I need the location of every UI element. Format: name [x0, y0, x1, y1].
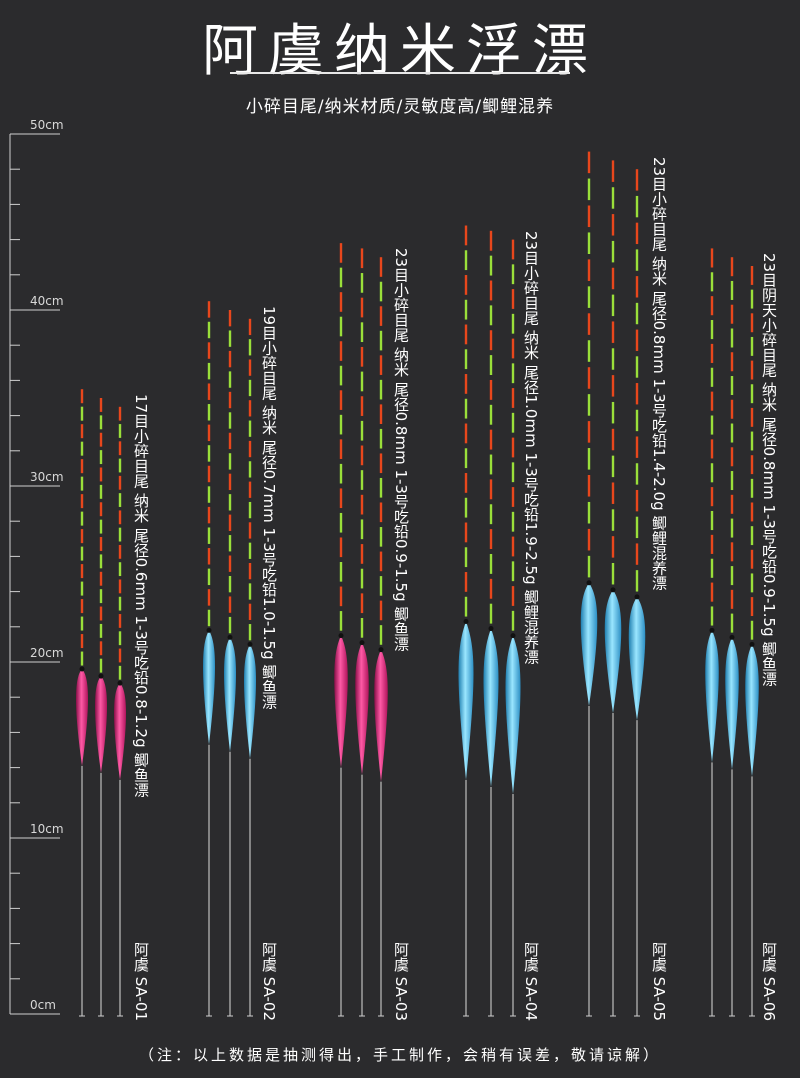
- float-body: [604, 589, 622, 714]
- float-collar: [610, 587, 616, 593]
- product-spec: 23目阴天小碎目尾 纳米 尾径0.8mm 1-3号吃铅0.9-1.5g 鲫鱼漂: [760, 253, 778, 687]
- product-model: 阿虞 SA-03: [392, 942, 410, 1021]
- float-collar: [338, 633, 344, 639]
- float-collar: [378, 647, 384, 653]
- float-collar: [227, 634, 233, 640]
- product-spec: 23目小碎目尾 纳米 尾径1.0mm 1-3号吃铅1.9-2.5g 鲫鲤混养漂: [522, 230, 540, 664]
- float-collar: [510, 633, 516, 639]
- ruler-tick-label: 10cm: [30, 822, 64, 836]
- float-body: [244, 644, 256, 759]
- title-underline: [230, 72, 570, 74]
- float-collar: [247, 641, 253, 647]
- float-collar: [749, 641, 755, 647]
- float-body: [483, 628, 499, 787]
- product-spec: 23目小碎目尾 纳米 尾径0.8mm 1-3号吃铅0.9-1.5g 鲫鱼漂: [392, 248, 410, 652]
- float-collar: [586, 580, 592, 586]
- float-body: [705, 630, 719, 763]
- float-collar: [463, 619, 469, 625]
- float-body: [745, 644, 759, 777]
- product-model: 阿虞 SA-05: [650, 942, 668, 1021]
- float-body: [76, 669, 88, 766]
- float-collar: [359, 640, 365, 646]
- product-spec: 19目小碎目尾 纳米 尾径0.7mm 1-3号吃铅1.0-1.5g 鲫鱼漂: [260, 306, 278, 710]
- ruler-tick-label: 50cm: [30, 118, 64, 132]
- float-body: [203, 630, 215, 745]
- float-body: [374, 649, 388, 782]
- float-collar: [117, 680, 123, 686]
- float-body: [458, 621, 474, 780]
- ruler-tick-label: 0cm: [30, 998, 56, 1012]
- float-body: [725, 637, 739, 770]
- ruler-tick-label: 20cm: [30, 646, 64, 660]
- float-collar: [634, 594, 640, 600]
- float-collar: [206, 627, 212, 633]
- float-body: [334, 635, 348, 768]
- float-body: [355, 642, 369, 775]
- subtitle: 小碎目尾/纳米材质/灵敏度高/鲫鲤混养: [245, 97, 555, 117]
- ruler-tick-label: 30cm: [30, 470, 64, 484]
- footnote: （注：以上数据是抽测得出，手工制作，会稍有误差，敬请谅解）: [138, 1046, 661, 1064]
- product-model: 阿虞 SA-01: [132, 942, 150, 1021]
- float-body: [114, 683, 126, 780]
- product-model: 阿虞 SA-06: [760, 942, 778, 1021]
- float-body: [580, 582, 598, 706]
- float-collar: [79, 666, 85, 672]
- float-collar: [729, 634, 735, 640]
- float-body: [95, 676, 107, 773]
- float-body: [224, 637, 236, 752]
- float-body: [628, 596, 646, 721]
- float-collar: [98, 673, 104, 679]
- float-body: [505, 635, 521, 794]
- product-spec: 23目小碎目尾 纳米 尾径0.8mm 1-3号吃铅1.4-2.0g 鲫鲤混养漂: [650, 156, 668, 590]
- ruler-tick-label: 40cm: [30, 294, 64, 308]
- product-model: 阿虞 SA-02: [260, 942, 278, 1021]
- float-collar: [709, 627, 715, 633]
- product-spec: 17目小碎目尾 纳米 尾径0.6mm 1-3号吃铅0.8-1.2g 鲫鱼漂: [132, 394, 150, 798]
- float-collar: [488, 626, 494, 632]
- product-model: 阿虞 SA-04: [522, 942, 540, 1021]
